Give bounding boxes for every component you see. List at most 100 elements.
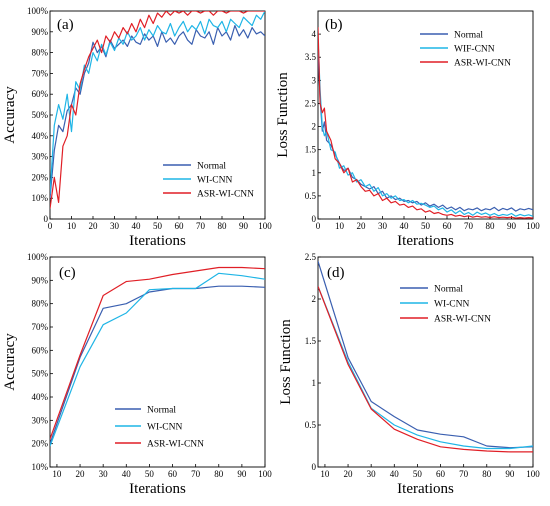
x-tick-label: 60 bbox=[436, 469, 446, 479]
x-tick-label: 10 bbox=[335, 221, 345, 231]
x-tick-label: 20 bbox=[89, 221, 99, 231]
y-tick-label: 0 bbox=[312, 214, 317, 224]
x-tick-label: 80 bbox=[486, 221, 496, 231]
chart-panel: 0 10 20 30 40 50 60 70 80 90 100 0 10% 20% 30% 40% 50% 60… bbox=[2, 6, 272, 249]
y-tick-label: 2 bbox=[312, 294, 317, 304]
legend-label: WI-CNN bbox=[197, 176, 232, 186]
x-tick-label: 0 bbox=[48, 221, 53, 231]
x-tick-label: 70 bbox=[196, 221, 206, 231]
y-tick-label: 20% bbox=[32, 439, 49, 449]
x-tick-label: 100 bbox=[526, 469, 540, 479]
y-tick-label: 80% bbox=[32, 299, 49, 309]
y-tick-label: 40% bbox=[32, 392, 49, 402]
legend-label: Normal bbox=[197, 162, 226, 172]
x-tick-label: 60 bbox=[168, 469, 178, 479]
y-tick-label: 30% bbox=[32, 415, 49, 425]
y-tick-label: 2.5 bbox=[305, 252, 317, 262]
panel-label: (b) bbox=[325, 17, 343, 33]
x-tick-label: 30 bbox=[110, 221, 120, 231]
series-line-asr-wi-cnn bbox=[50, 11, 265, 209]
chart-panel: 10 20 30 40 50 60 70 80 90 100 0 0.5 1 1.5 2 2.5 Iterati… bbox=[278, 252, 540, 497]
x-tick-label: 70 bbox=[459, 469, 469, 479]
x-tick-label: 50 bbox=[413, 469, 423, 479]
x-tick-label: 30 bbox=[378, 221, 388, 231]
series-line-wi-cnn bbox=[50, 11, 265, 195]
x-axis-title: Iterations bbox=[397, 481, 454, 497]
series-line-normal bbox=[50, 285, 265, 444]
x-tick-label: 80 bbox=[482, 469, 492, 479]
y-tick-label: 20% bbox=[32, 172, 49, 182]
y-tick-label: 0 bbox=[312, 462, 317, 472]
y-tick-label: 4 bbox=[312, 29, 317, 39]
y-tick-label: 0.5 bbox=[305, 191, 317, 201]
y-tick-label: 3 bbox=[312, 75, 317, 85]
x-axis-title: Iterations bbox=[129, 233, 186, 249]
x-tick-label: 100 bbox=[258, 469, 272, 479]
x-axis-title: Iterations bbox=[129, 481, 186, 497]
x-tick-label: 20 bbox=[357, 221, 367, 231]
legend-label: WI-CNN bbox=[147, 423, 182, 433]
series-line-wi-cnn bbox=[50, 272, 265, 447]
legend-label: Normal bbox=[434, 285, 463, 295]
x-tick-label: 80 bbox=[214, 469, 224, 479]
y-axis-title: Loss Function bbox=[275, 72, 291, 158]
x-axis-title: Iterations bbox=[397, 233, 454, 249]
y-tick-label: 2.5 bbox=[305, 98, 317, 108]
x-tick-label: 40 bbox=[400, 221, 410, 231]
series-line-asr-wi-cnn bbox=[318, 286, 533, 453]
x-tick-label: 0 bbox=[316, 221, 321, 231]
x-tick-label: 40 bbox=[390, 469, 400, 479]
x-tick-label: 90 bbox=[237, 469, 247, 479]
series-line-normal bbox=[318, 52, 533, 212]
x-tick-label: 10 bbox=[67, 221, 77, 231]
plot-frame bbox=[317, 10, 534, 220]
legend-label: ASR-WI-CNN bbox=[454, 59, 511, 69]
legend-label: ASR-WI-CNN bbox=[197, 190, 254, 200]
y-axis-title: Loss Function bbox=[278, 319, 294, 405]
y-tick-label: 1.5 bbox=[305, 145, 317, 155]
series-line-normal bbox=[318, 261, 533, 449]
y-tick-label: 80% bbox=[32, 48, 49, 58]
x-tick-label: 40 bbox=[122, 469, 132, 479]
y-tick-label: 1.5 bbox=[305, 336, 317, 346]
legend-label: WIF-CNN bbox=[454, 45, 495, 55]
x-tick-label: 30 bbox=[367, 469, 377, 479]
y-tick-label: 50% bbox=[32, 110, 49, 120]
legend-label: Normal bbox=[147, 406, 176, 416]
y-tick-label: 3.5 bbox=[305, 52, 317, 62]
series-line-asr-wi-cnn bbox=[50, 266, 265, 440]
x-tick-label: 70 bbox=[464, 221, 474, 231]
x-tick-label: 90 bbox=[505, 469, 515, 479]
y-axis-title: Accuracy bbox=[2, 86, 18, 144]
x-tick-label: 40 bbox=[132, 221, 142, 231]
x-tick-label: 90 bbox=[239, 221, 249, 231]
x-tick-label: 50 bbox=[153, 221, 163, 231]
y-axis-title: Accuracy bbox=[2, 333, 18, 391]
y-tick-label: 10% bbox=[32, 462, 49, 472]
y-tick-label: 90% bbox=[32, 27, 49, 37]
x-tick-label: 20 bbox=[344, 469, 354, 479]
x-tick-label: 60 bbox=[175, 221, 185, 231]
y-tick-label: 60% bbox=[32, 345, 49, 355]
y-tick-label: 90% bbox=[32, 275, 49, 285]
y-tick-label: 0.5 bbox=[305, 420, 317, 430]
y-tick-label: 1 bbox=[312, 378, 317, 388]
series-line-wif-cnn bbox=[318, 38, 533, 217]
x-tick-label: 50 bbox=[145, 469, 155, 479]
plot-frame bbox=[317, 256, 534, 468]
panel-label: (a) bbox=[57, 17, 74, 33]
x-tick-label: 10 bbox=[320, 469, 330, 479]
legend-label: WI-CNN bbox=[434, 300, 469, 310]
legend-label: ASR-WI-CNN bbox=[434, 315, 491, 325]
y-tick-label: 70% bbox=[32, 322, 49, 332]
x-tick-label: 10 bbox=[52, 469, 62, 479]
x-tick-label: 90 bbox=[507, 221, 517, 231]
chart-panel: 10 20 30 40 50 60 70 80 90 100 10% 20% 30% 40% 50% 60% 7… bbox=[2, 252, 272, 497]
plot-frame bbox=[49, 10, 266, 220]
series-line-normal bbox=[50, 25, 265, 199]
y-tick-label: 100% bbox=[27, 252, 49, 262]
y-tick-label: 40% bbox=[32, 131, 49, 141]
series-line-wi-cnn bbox=[318, 286, 533, 450]
x-tick-label: 50 bbox=[421, 221, 431, 231]
